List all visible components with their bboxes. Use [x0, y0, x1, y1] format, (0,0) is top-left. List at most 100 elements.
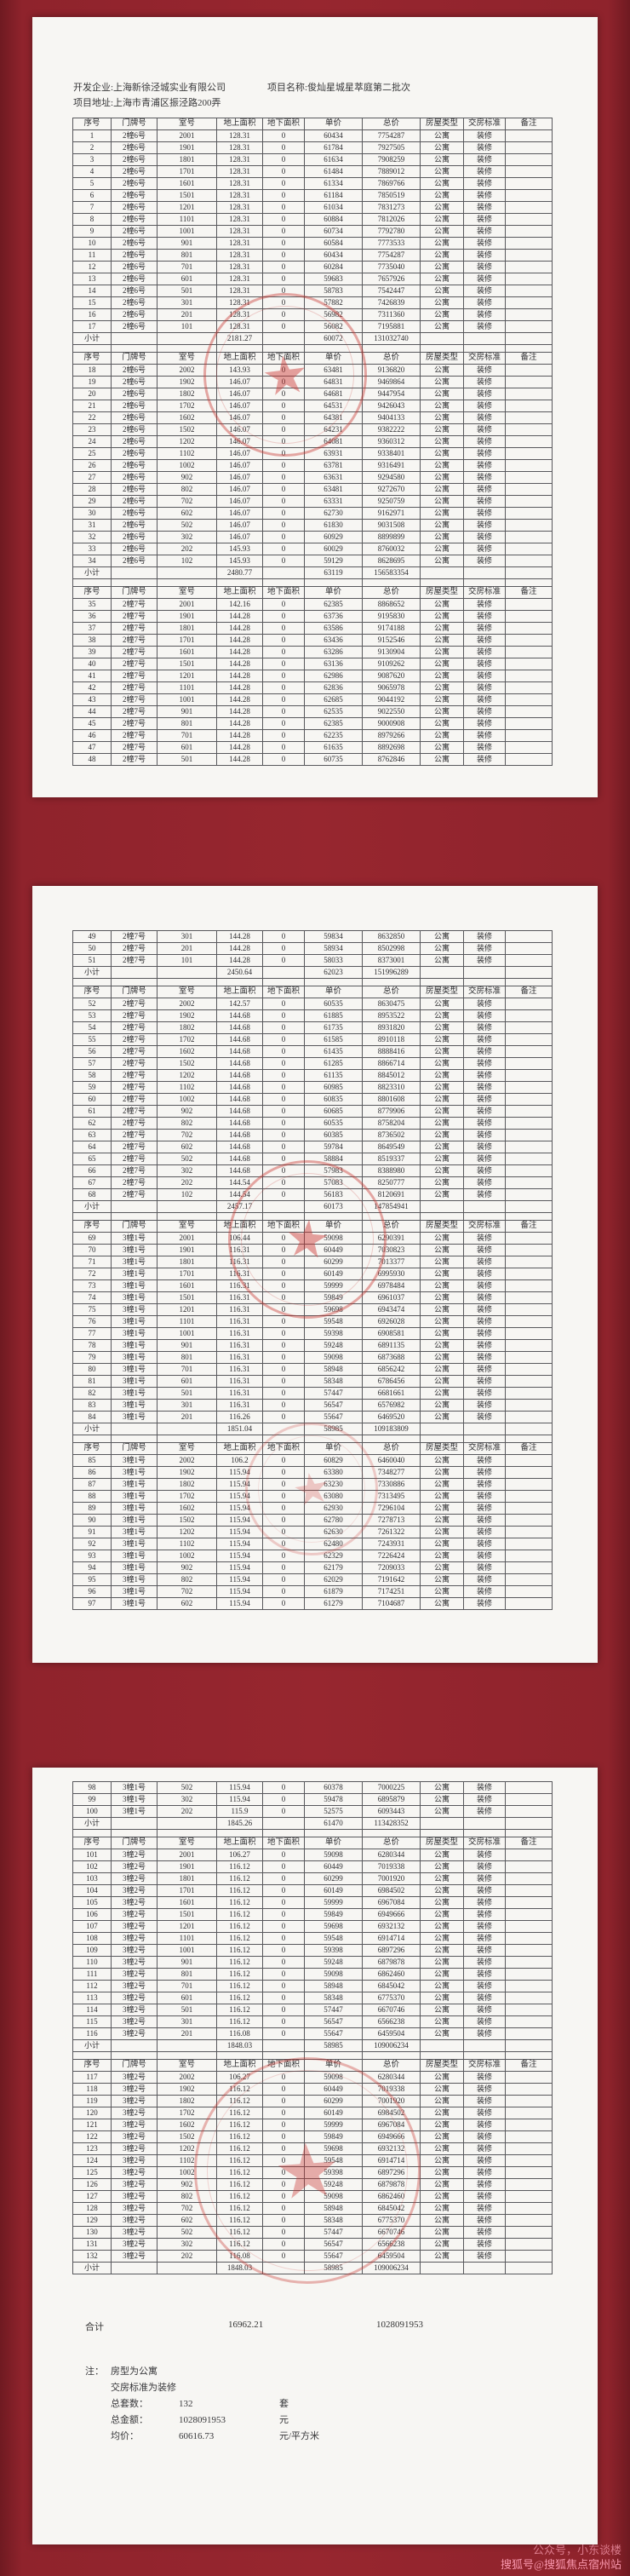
table-cell: 装修: [463, 1117, 506, 1130]
table-row: 13 2幢6号 601 128.31 0 59683 7657926 公寓 装修: [72, 273, 553, 285]
table-cell: 2幢6号: [111, 141, 158, 154]
grand-total-area: 16962.21: [228, 2320, 264, 2330]
table-cell: 110: [72, 1956, 112, 1969]
table-cell: 0: [262, 388, 305, 400]
table-cell: 1101: [157, 1932, 217, 1945]
table-row: 123 3幢2号 1202 116.12 0 59698 6932132 公寓 装修: [72, 2142, 553, 2155]
table-cell: 公寓: [420, 1315, 464, 1328]
table-cell: 1502: [157, 1057, 217, 1070]
table-cell: 101: [72, 1849, 112, 1861]
column-header-cell: 序号: [72, 352, 112, 365]
table-cell: 125: [72, 2166, 112, 2179]
table-cell: 0: [262, 1585, 305, 1598]
table-row: 45 2幢7号 801 144.28 0 62385 9000908 公寓 装修: [72, 717, 553, 730]
table-cell: 59398: [304, 1944, 363, 1957]
table-cell: 116.31: [216, 1339, 263, 1352]
table-cell: 0: [262, 705, 305, 718]
table-cell: [505, 447, 553, 460]
table-cell: 装修: [463, 1375, 506, 1388]
table-cell: 0: [262, 1315, 305, 1328]
table-cell: 公寓: [420, 2119, 464, 2131]
table-cell: 59398: [304, 1327, 363, 1340]
table-cell: 146.07: [216, 400, 263, 412]
table-row: 74 3幢1号 1501 116.31 0 59849 6961037 公寓 装修: [72, 1291, 553, 1304]
table-cell: 装修: [463, 717, 506, 730]
table-cell: [505, 1980, 553, 1992]
table-cell: 6908581: [362, 1327, 421, 1340]
table-cell: 装修: [463, 1872, 506, 1885]
table-cell: 9316491: [362, 459, 421, 472]
table-cell: 116.12: [216, 1908, 263, 1921]
table-cell: 0: [262, 622, 305, 635]
table-cell: 106.27: [216, 2071, 263, 2084]
table-cell: 1002: [157, 1093, 217, 1106]
table-cell: 公寓: [420, 1992, 464, 2004]
table-cell: 56982: [304, 308, 363, 321]
table-cell: 0: [262, 1992, 305, 2004]
table-cell: [505, 400, 553, 412]
table-cell: 501: [157, 285, 217, 297]
table-cell: 44: [72, 705, 112, 718]
table-cell: 115.94: [216, 1514, 263, 1527]
table-cell: 144.68: [216, 1033, 263, 1046]
table-cell: [463, 1829, 506, 1837]
table-cell: 62685: [304, 693, 363, 706]
table-cell: 公寓: [420, 213, 464, 226]
table-cell: 116.12: [216, 2142, 263, 2155]
table-row: 91 3幢1号 1202 115.94 0 62630 7261322 公寓 装修: [72, 1526, 553, 1538]
column-header-cell: 地上面积: [216, 1220, 263, 1233]
table-cell: 1601: [157, 1896, 217, 1909]
table-cell: 0: [262, 2154, 305, 2167]
table-cell: 3幢2号: [111, 2250, 158, 2263]
table-cell: 公寓: [420, 658, 464, 670]
table-cell: 0: [262, 1164, 305, 1177]
column-header-cell: 序号: [72, 1220, 112, 1233]
table-cell: 装修: [463, 1781, 506, 1794]
table-cell: 装修: [463, 1896, 506, 1909]
table-cell: 144.68: [216, 1117, 263, 1130]
table-cell: 28: [72, 483, 112, 496]
table-cell: 59129: [304, 555, 363, 567]
table-cell: 2幢6号: [111, 213, 158, 226]
table-cell: 装修: [463, 1968, 506, 1981]
table-cell: 63481: [304, 483, 363, 496]
table-cell: 60685: [304, 1105, 363, 1118]
table-cell: 公寓: [420, 1411, 464, 1423]
table-cell: 55647: [304, 2250, 363, 2263]
table-cell: 129: [72, 2214, 112, 2227]
table-cell: 116.31: [216, 1375, 263, 1388]
table-cell: 装修: [463, 388, 506, 400]
table-cell: 装修: [463, 930, 506, 943]
table-cell: 115.94: [216, 1478, 263, 1491]
table-cell: 0: [262, 1908, 305, 1921]
table-cell: 装修: [463, 1327, 506, 1340]
note-total-units: 总套数： 132 套: [111, 2396, 319, 2412]
table-cell: 8779906: [362, 1105, 421, 1118]
table-cell: 装修: [463, 495, 506, 508]
table-cell: 装修: [463, 320, 506, 333]
table-header-row: 序号 门牌号 室号 地上面积 地下面积 单价 总价 房屋类型 交房标准 备注: [72, 1442, 553, 1455]
table-cell: 3幢2号: [111, 2119, 158, 2131]
table-cell: 0: [262, 543, 305, 555]
table-cell: 7348277: [362, 1466, 421, 1479]
table-cell: [262, 566, 305, 579]
table-cell: 2幢6号: [111, 471, 158, 484]
note-prefix: 注：: [85, 2366, 104, 2377]
table-cell: 公寓: [420, 189, 464, 202]
table-cell: 1101: [157, 681, 217, 694]
table-cell: 3幢1号: [111, 1315, 158, 1328]
table-cell: [111, 566, 158, 579]
table-cell: [463, 332, 506, 345]
table-cell: 9136820: [362, 364, 421, 377]
table-cell: 装修: [463, 141, 506, 154]
table-cell: 144.28: [216, 681, 263, 694]
table-row: 37 2幢7号 1801 144.28 0 63586 9174188 公寓 装修: [72, 622, 553, 635]
table-cell: 3幢2号: [111, 2214, 158, 2227]
table-cell: 6891135: [362, 1339, 421, 1352]
table-cell: 8628695: [362, 555, 421, 567]
table-cell: 97: [72, 1597, 112, 1610]
table-cell: [505, 2250, 553, 2263]
table-cell: 103: [72, 1872, 112, 1885]
table-cell: 公寓: [420, 1550, 464, 1562]
table-cell: [262, 2262, 305, 2274]
